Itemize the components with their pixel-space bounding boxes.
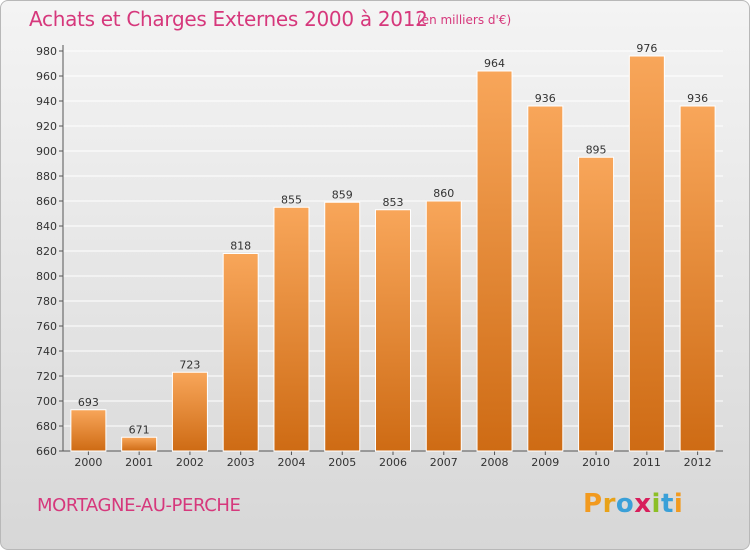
bar-value-label: 936: [687, 92, 708, 105]
y-tick-label: 720: [36, 370, 57, 383]
y-tick-label: 820: [36, 245, 57, 258]
y-tick-label: 680: [36, 420, 57, 433]
bar: [222, 253, 259, 452]
bar-value-label: 855: [281, 193, 302, 206]
bar-value-label: 818: [230, 240, 251, 253]
bar: [578, 156, 615, 452]
logo-letter: r: [602, 489, 616, 519]
y-tick-label: 920: [36, 120, 57, 133]
y-tick-label: 980: [36, 45, 57, 58]
logo-letter: t: [660, 489, 674, 519]
x-tick-label: 2001: [125, 456, 153, 469]
y-axis-ticks: 660 680 700 720 740 760 780 800 820 840 860 880 900 9…: [36, 45, 57, 458]
logo-letter: i: [673, 489, 684, 519]
y-tick-label: 740: [36, 345, 57, 358]
y-tick-label: 800: [36, 270, 57, 283]
logo-letter: i: [651, 489, 661, 519]
bar-value-label: 860: [433, 187, 454, 200]
bar-value-label: 964: [484, 57, 505, 70]
x-tick-label: 2007: [430, 456, 458, 469]
x-tick-label: 2004: [277, 456, 305, 469]
bar-value-label: 976: [636, 42, 657, 55]
data-labels: 693 671 723 818 855 859 853 860 964 936 895 976 936: [78, 42, 708, 436]
x-tick-label: 2002: [176, 456, 204, 469]
y-tick-label: 700: [36, 395, 57, 408]
chart-title: Achats et Charges Externes 2000 à 2012: [29, 7, 428, 31]
bar: [70, 409, 107, 452]
x-tick-label: 2012: [684, 456, 712, 469]
bar-value-label: 859: [332, 188, 353, 201]
y-tick-label: 900: [36, 145, 57, 158]
x-tick-label: 2010: [582, 456, 610, 469]
y-tick-label: 780: [36, 295, 57, 308]
commune-name: MORTAGNE-AU-PERCHE: [37, 495, 241, 516]
x-tick-label: 2011: [633, 456, 661, 469]
y-tick-label: 840: [36, 220, 57, 233]
bar: [425, 200, 462, 452]
y-tick-label: 940: [36, 95, 57, 108]
x-tick-label: 2000: [74, 456, 102, 469]
bar: [628, 55, 665, 452]
bar-value-label: 853: [383, 196, 404, 209]
bar: [527, 105, 564, 452]
x-tick-label: 2008: [481, 456, 509, 469]
logo-letter: x: [634, 489, 652, 519]
y-tick-label: 660: [36, 445, 57, 458]
bar: [375, 209, 411, 452]
bar-value-label: 693: [78, 396, 99, 409]
bar-value-label: 895: [586, 143, 607, 156]
bar: [679, 105, 716, 452]
units-label: (en milliers d'€): [417, 13, 512, 27]
x-tick-label: 2005: [328, 456, 356, 469]
bar-value-label: 936: [535, 92, 556, 105]
proxiti-logo[interactable]: Proxiti: [583, 489, 683, 523]
y-tick-label: 880: [36, 170, 57, 183]
bar-value-label: 723: [179, 358, 200, 371]
bars: [70, 55, 716, 452]
bar: [476, 70, 513, 452]
bar: [121, 436, 158, 452]
bar: [273, 206, 310, 452]
logo-letter: o: [615, 489, 635, 519]
y-tick-label: 760: [36, 320, 57, 333]
logo-letter: P: [583, 489, 603, 519]
y-tick-label: 960: [36, 70, 57, 83]
bar: [324, 201, 361, 452]
x-axis-ticks: 2000 2001 2002 2003 2004 2005 2006 2007 2008 2009…: [74, 456, 711, 469]
bar-value-label: 671: [129, 423, 150, 436]
x-tick-label: 2003: [227, 456, 255, 469]
bar: [171, 371, 208, 452]
x-tick-label: 2006: [379, 456, 407, 469]
y-tick-label: 860: [36, 195, 57, 208]
x-tick-label: 2009: [531, 456, 559, 469]
